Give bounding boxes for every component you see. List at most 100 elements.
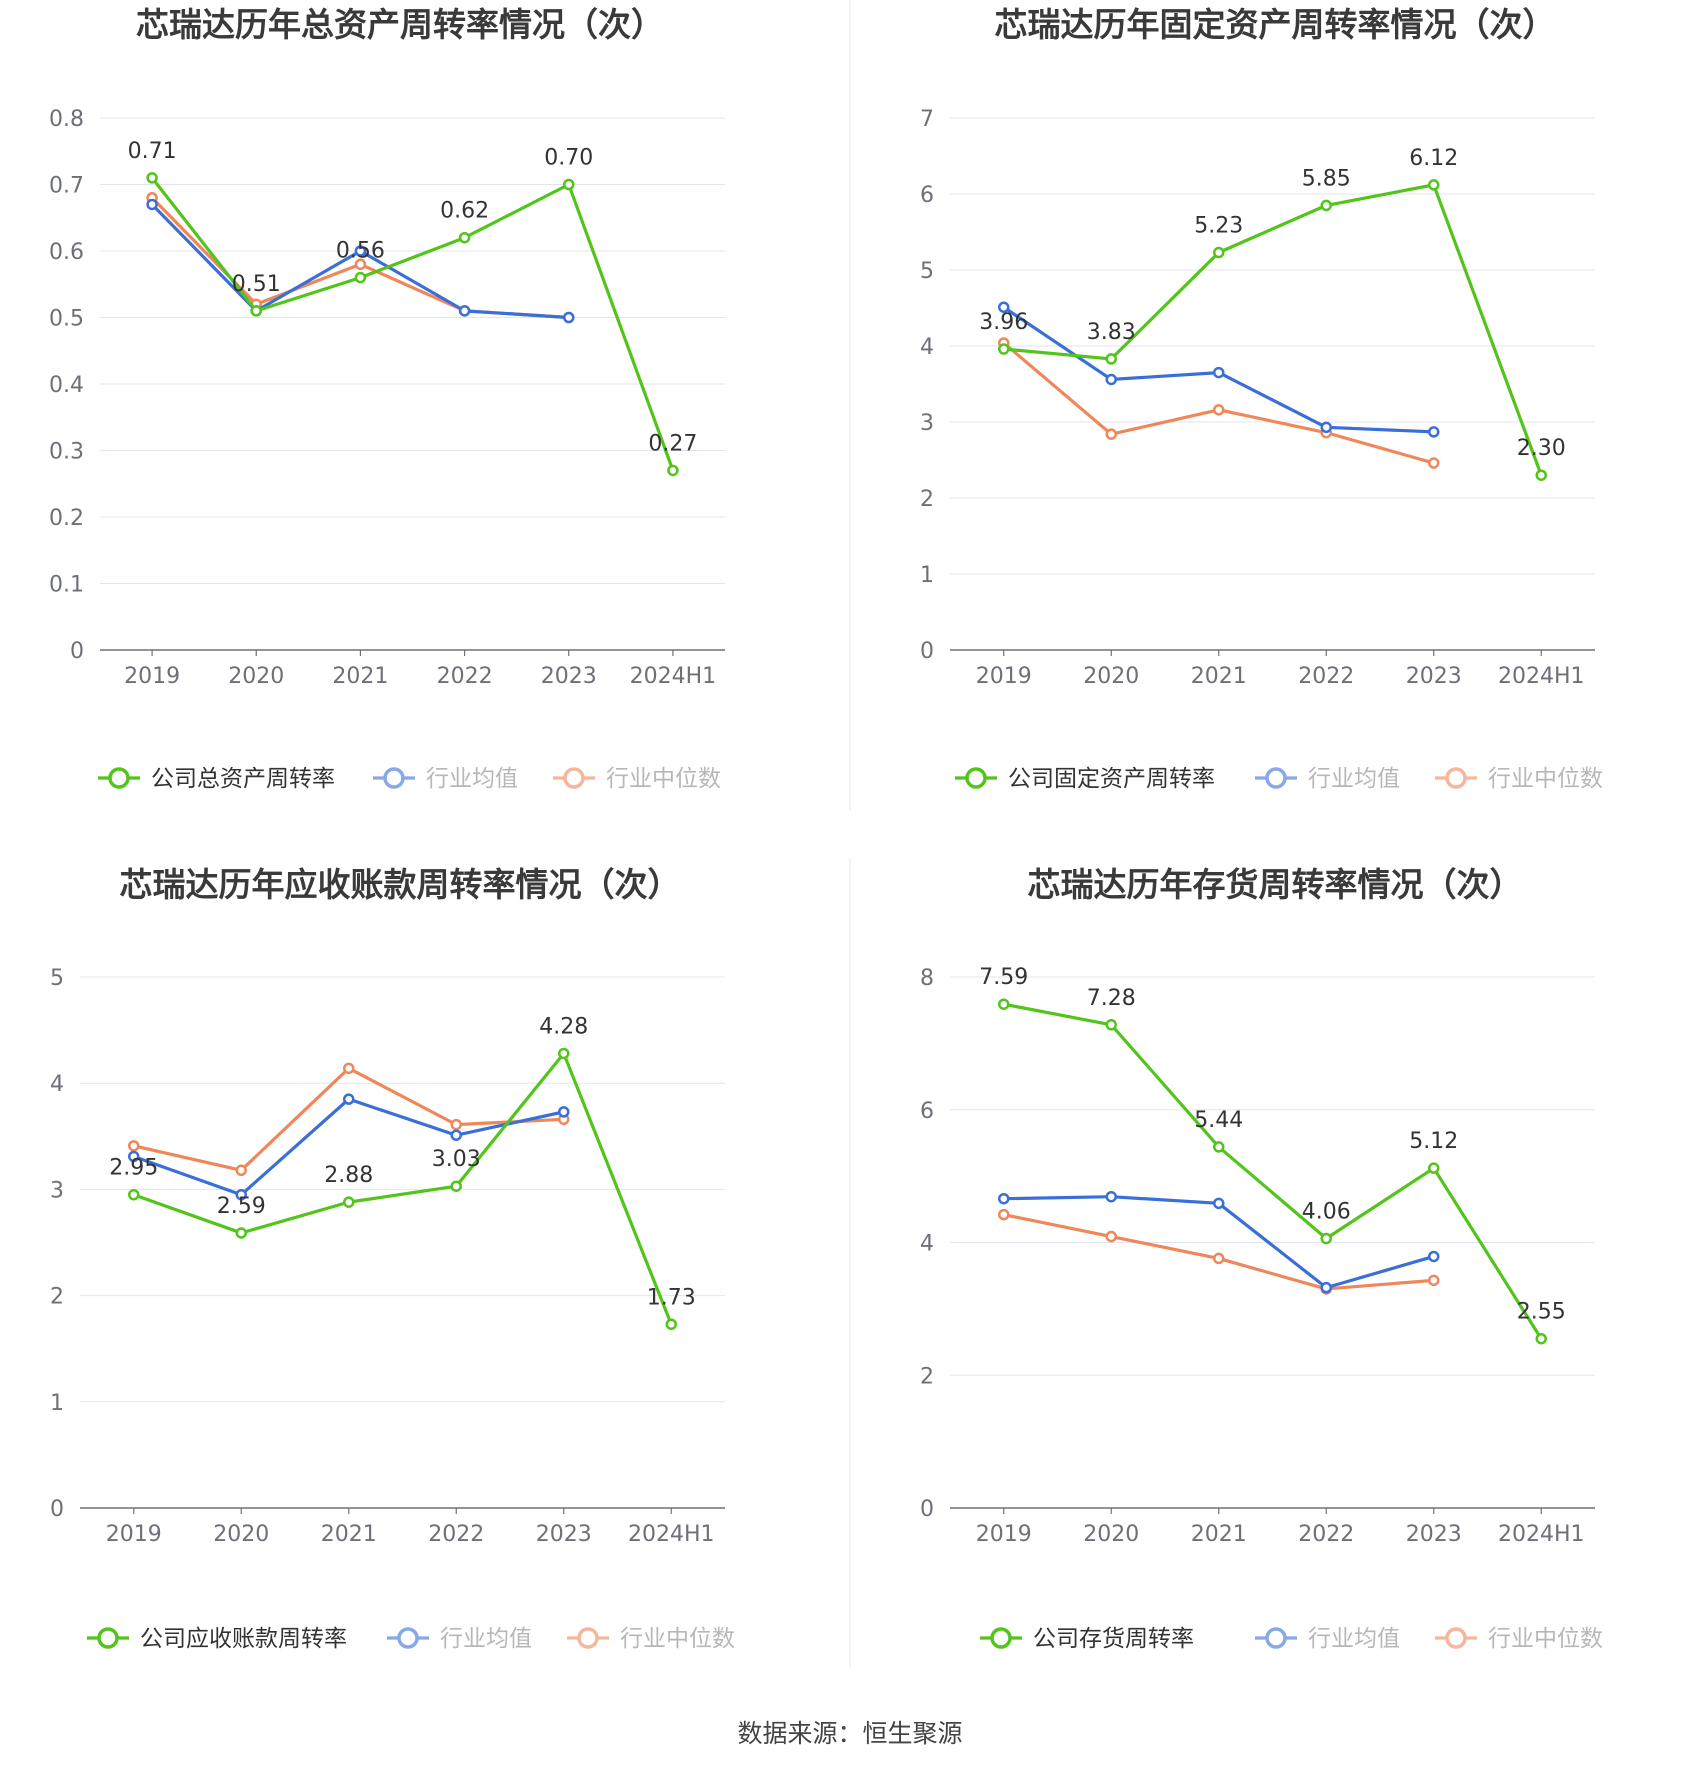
data-label: 7.28 xyxy=(1087,986,1136,1011)
data-point-company xyxy=(998,343,1010,355)
data-point-company xyxy=(450,1180,462,1192)
data-point-company xyxy=(1428,1162,1440,1174)
data-point-company xyxy=(1535,1332,1547,1345)
x-tick-label: 2020 xyxy=(213,1522,269,1547)
data-point-average xyxy=(563,311,575,324)
y-tick-label: 4 xyxy=(920,335,934,360)
legend-item-median: 行业中位数 xyxy=(1435,1626,1603,1652)
data-label: 3.96 xyxy=(979,310,1028,335)
legend-label: 公司固定资产周转率 xyxy=(1008,766,1215,792)
x-tick-label: 2022 xyxy=(437,664,493,689)
data-point-company xyxy=(1320,199,1332,212)
x-tick-label: 2019 xyxy=(106,1522,162,1547)
legend-label: 行业均值 xyxy=(440,1626,532,1652)
data-point-average xyxy=(1320,1281,1332,1294)
data-point-company xyxy=(667,464,679,477)
data-point-company xyxy=(1535,469,1547,481)
legend-item-company: 公司存货周转率 xyxy=(980,1626,1194,1652)
data-point-average xyxy=(998,301,1010,313)
data-point-average xyxy=(343,1093,355,1105)
x-tick-label: 2020 xyxy=(1083,1522,1139,1547)
data-point-average xyxy=(128,1150,140,1163)
data-point-company xyxy=(458,231,471,244)
x-tick-label: 2019 xyxy=(976,664,1032,689)
data-label: 1.73 xyxy=(647,1285,696,1310)
data-label: 2.88 xyxy=(324,1163,373,1188)
data-point-average xyxy=(1105,1190,1117,1203)
data-point-average xyxy=(1428,426,1440,438)
legend-label: 公司总资产周转率 xyxy=(151,766,335,792)
x-tick-label: 2023 xyxy=(536,1522,592,1547)
series-line-company xyxy=(1003,1002,1543,1340)
data-point-median xyxy=(1428,1274,1440,1287)
data-label: 3.83 xyxy=(1087,320,1136,345)
y-tick-label: 7 xyxy=(920,107,934,132)
data-point-company xyxy=(235,1227,247,1239)
data-label: 3.03 xyxy=(432,1147,481,1172)
data-point-company xyxy=(563,178,575,191)
x-tick-label: 2019 xyxy=(976,1522,1032,1547)
data-point-median xyxy=(1428,457,1440,469)
data-point-average xyxy=(558,1106,570,1118)
x-tick-label: 2024H1 xyxy=(1498,1522,1585,1547)
data-point-average xyxy=(1320,421,1332,434)
data-point-average xyxy=(146,198,158,211)
legend-marker-icon xyxy=(1265,1627,1287,1649)
chart-panel-4: 芯瑞达历年存货周转率情况（次） 0 2 4 6 8 2019 2020 2021 2022 2023… xyxy=(920,865,1603,1652)
data-point-company xyxy=(146,172,158,184)
legend-marker-icon xyxy=(108,767,130,789)
x-tick-label: 2022 xyxy=(1298,664,1354,689)
x-tick-label: 2024H1 xyxy=(630,664,717,689)
data-label: 6.12 xyxy=(1409,146,1458,171)
legend-label: 行业均值 xyxy=(426,766,518,792)
y-tick-label: 4 xyxy=(50,1072,64,1097)
legend-marker-icon xyxy=(577,1627,599,1649)
data-point-company xyxy=(354,271,367,284)
series-line-company xyxy=(133,1051,673,1325)
data-point-median xyxy=(1105,428,1117,440)
legend-item-median: 行业中位数 xyxy=(567,1626,735,1652)
data-point-median xyxy=(343,1062,355,1075)
legend-label: 公司存货周转率 xyxy=(1033,1626,1194,1652)
source-label: 数据来源：恒生聚源 xyxy=(737,1719,962,1748)
charts-root: 芯瑞达历年总资产周转率情况（次） 0 0.1 0.2 0.3 0.4 0.5 0.6 0.7 0.… xyxy=(49,5,1603,1652)
data-point-median xyxy=(998,1208,1010,1221)
data-label: 0.71 xyxy=(128,139,177,164)
y-tick-label: 0.1 xyxy=(49,573,84,598)
data-point-company xyxy=(343,1196,355,1208)
data-point-company xyxy=(1213,246,1225,259)
data-point-company xyxy=(665,1318,677,1331)
data-label: 0.62 xyxy=(440,199,489,224)
data-point-average xyxy=(1428,1250,1440,1263)
legend-marker-icon xyxy=(397,1627,419,1649)
legend-label: 行业中位数 xyxy=(620,1626,735,1652)
data-point-average xyxy=(354,245,367,257)
y-tick-label: 3 xyxy=(920,411,934,436)
x-tick-label: 2024H1 xyxy=(1498,664,1585,689)
data-label: 2.95 xyxy=(109,1156,158,1181)
x-tick-label: 2023 xyxy=(541,664,597,689)
x-tick-label: 2022 xyxy=(428,1522,484,1547)
data-point-average xyxy=(1213,366,1225,379)
data-point-company xyxy=(1213,1141,1225,1153)
y-tick-label: 0.8 xyxy=(49,107,84,132)
y-tick-label: 0.7 xyxy=(49,174,84,199)
data-label: 0.27 xyxy=(648,431,697,456)
x-tick-label: 2023 xyxy=(1406,1522,1462,1547)
x-tick-label: 2024H1 xyxy=(628,1522,715,1547)
data-point-average xyxy=(458,305,471,317)
legend-item-average: 行业均值 xyxy=(1255,1626,1400,1652)
legend-label: 行业均值 xyxy=(1308,1626,1400,1652)
x-tick-label: 2021 xyxy=(332,664,388,689)
data-point-average xyxy=(1213,1197,1225,1210)
y-tick-label: 0 xyxy=(920,1497,934,1522)
data-point-median xyxy=(1213,1252,1225,1265)
chart-title: 芯瑞达历年总资产周转率情况（次） xyxy=(136,5,664,44)
data-point-median xyxy=(1213,404,1225,416)
legend-marker-icon xyxy=(97,1627,119,1649)
chart-title: 芯瑞达历年应收账款周转率情况（次） xyxy=(120,865,681,904)
series-line-company xyxy=(150,176,675,471)
x-tick-label: 2020 xyxy=(228,664,284,689)
data-point-company xyxy=(558,1047,570,1060)
legend-item-median: 行业中位数 xyxy=(553,766,721,792)
